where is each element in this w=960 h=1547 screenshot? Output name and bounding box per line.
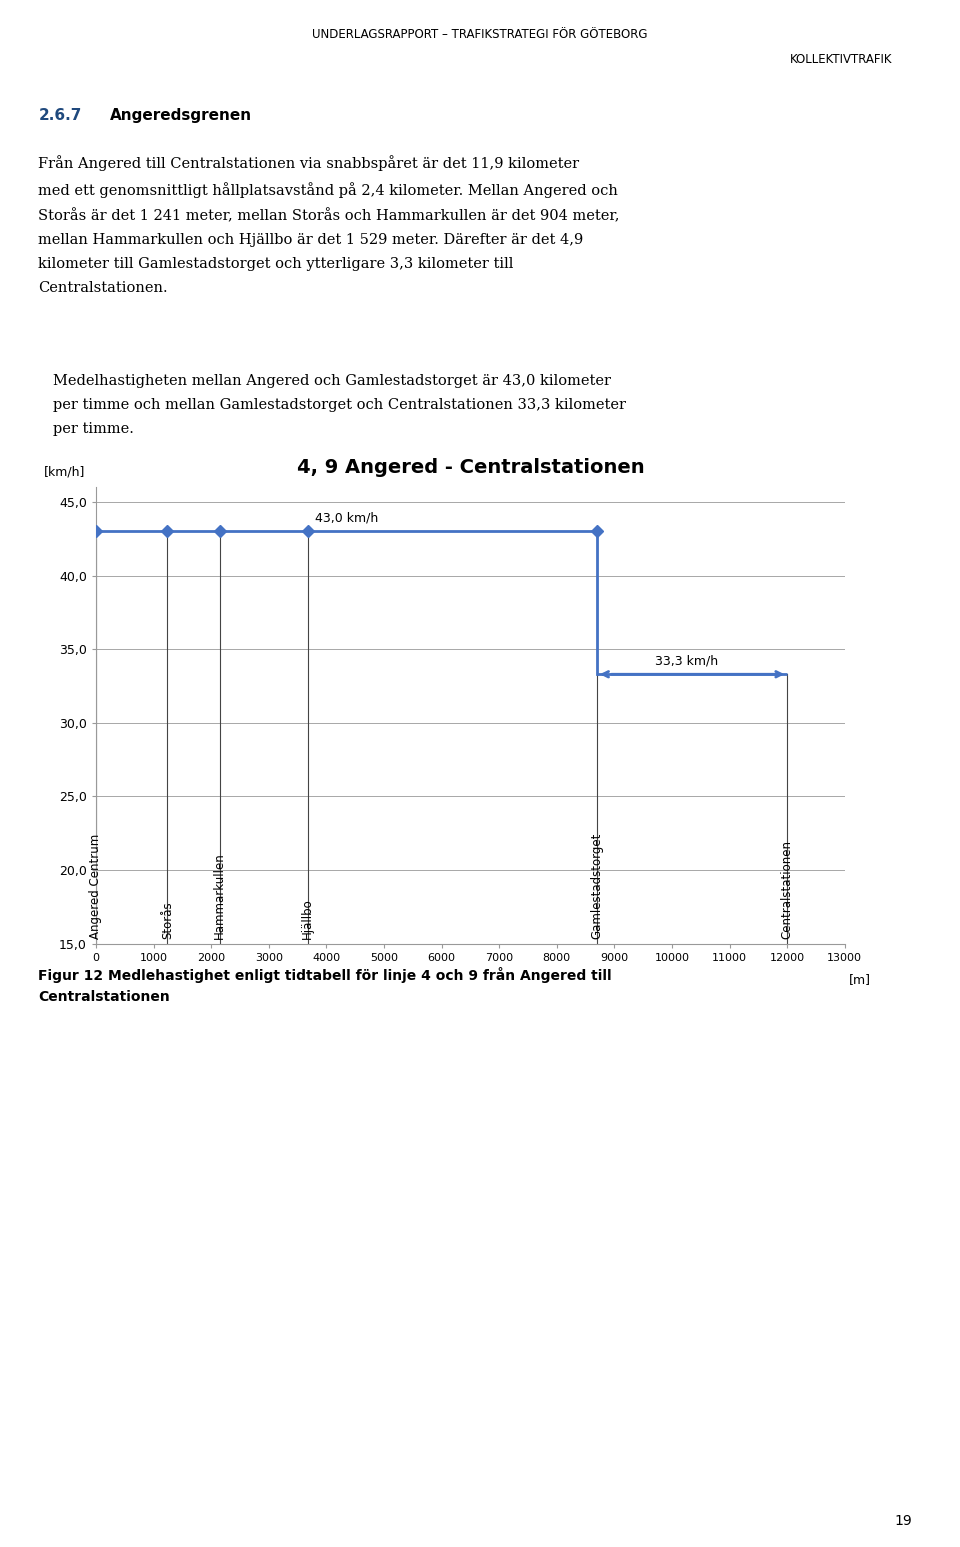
Text: Figur 12 Medlehastighet enligt tidtabell för linje 4 och 9 från Angered till: Figur 12 Medlehastighet enligt tidtabell… [38,967,612,982]
Text: 19: 19 [895,1515,912,1528]
Text: Storås: Storås [161,902,174,939]
Text: UNDERLAGSRAPPORT – TRAFIKSTRATEGI FÖR GÖTEBORG: UNDERLAGSRAPPORT – TRAFIKSTRATEGI FÖR GÖ… [312,28,648,40]
Text: Hjällbo: Hjällbo [301,899,314,939]
Text: Angeredsgrenen: Angeredsgrenen [110,108,252,124]
Text: Centralstationen: Centralstationen [38,990,170,1004]
Text: KOLLEKTIVTRAFIK: KOLLEKTIVTRAFIK [790,53,893,65]
Text: Gamlestadstorget: Gamlestadstorget [590,832,604,939]
Title: 4, 9 Angered - Centralstationen: 4, 9 Angered - Centralstationen [297,458,644,478]
Text: Angered Centrum: Angered Centrum [89,834,103,939]
Text: Medelhastigheten mellan Angered och Gamlestadstorget är 43,0 kilometer
per timme: Medelhastigheten mellan Angered och Gaml… [53,374,626,436]
Text: [km/h]: [km/h] [43,466,84,478]
Text: [m]: [m] [849,973,871,987]
Text: Från Angered till Centralstationen via snabbspåret är det 11,9 kilometer
med ett: Från Angered till Centralstationen via s… [38,155,620,295]
Text: 43,0 km/h: 43,0 km/h [315,512,378,524]
Text: 33,3 km/h: 33,3 km/h [655,654,718,668]
Text: 2.6.7: 2.6.7 [38,108,82,124]
Text: Centralstationen: Centralstationen [780,840,794,939]
Text: Hammarkullen: Hammarkullen [213,852,226,939]
